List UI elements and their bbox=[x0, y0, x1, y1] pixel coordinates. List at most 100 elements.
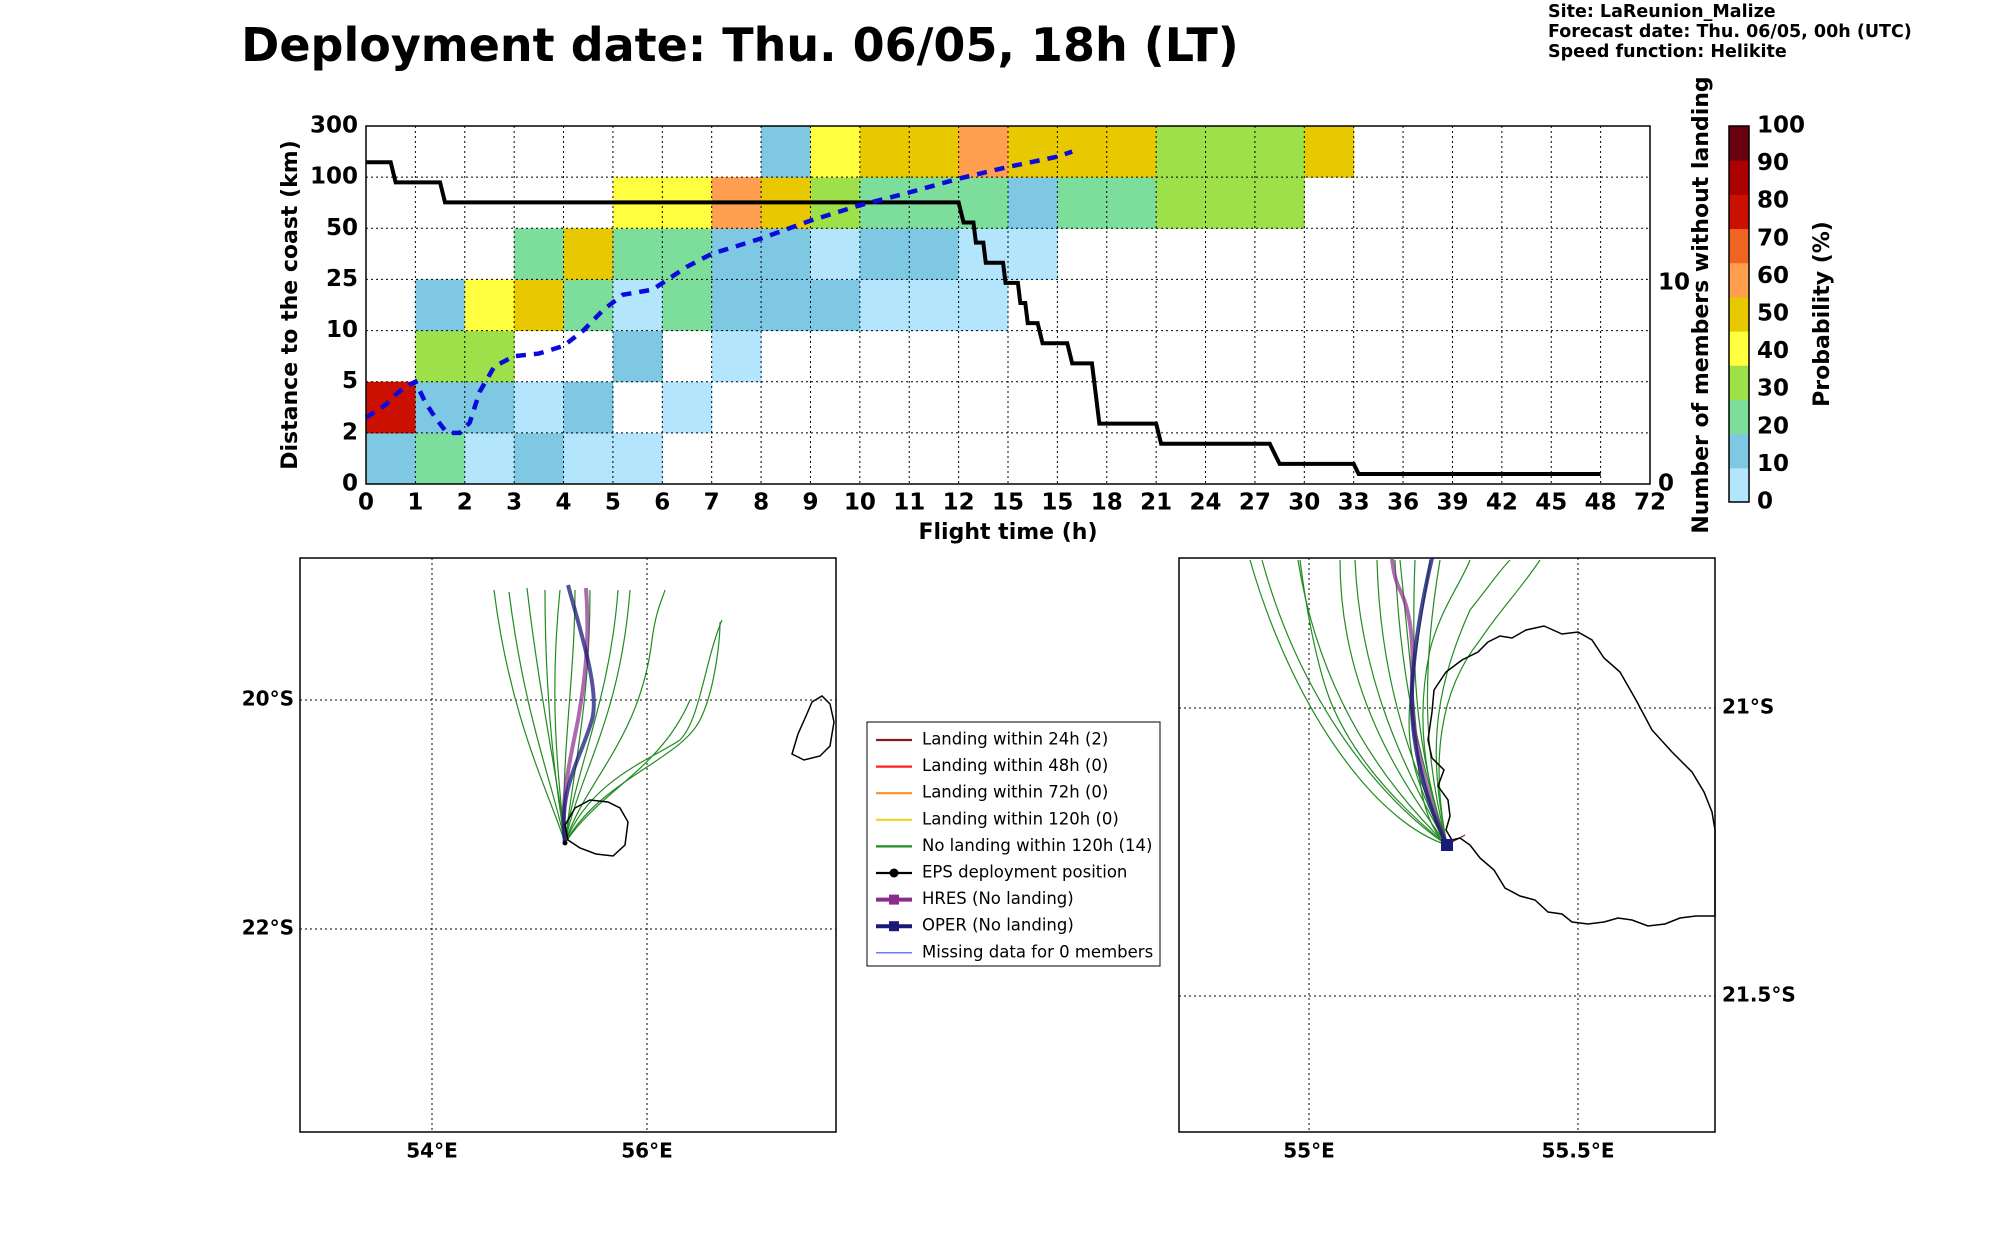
colorbar-tick-label: 60 bbox=[1757, 263, 1789, 289]
zoom-ensemble-trajectories bbox=[1249, 559, 1541, 846]
trajectory bbox=[564, 619, 723, 844]
y-axis-label: Distance to the coast (km) bbox=[278, 140, 303, 470]
heatmap-cell bbox=[563, 279, 614, 332]
heatmap-cell bbox=[1106, 177, 1157, 229]
zoom-lat-label: 21.5°S bbox=[1722, 983, 1796, 1007]
legend-label: No landing within 120h (14) bbox=[922, 836, 1152, 855]
x-tick-label: 8 bbox=[753, 490, 769, 516]
trajectory bbox=[564, 699, 691, 844]
y2-tick-label: 0 bbox=[1658, 471, 1674, 497]
y-tick-label: 10 bbox=[326, 317, 358, 343]
legend-label: Landing within 72h (0) bbox=[922, 783, 1108, 802]
oper-trajectory bbox=[561, 584, 596, 844]
heatmap-cell bbox=[1156, 177, 1207, 229]
members-without-landing-line bbox=[366, 160, 1601, 476]
heatmap-cell bbox=[810, 126, 861, 178]
x-tick-label: 0 bbox=[358, 490, 374, 516]
y-tick-label: 2 bbox=[342, 419, 358, 445]
colorbar-tick-label: 0 bbox=[1757, 489, 1773, 515]
legend-items: Landing within 24h (2) Landing within 48h… bbox=[876, 730, 1153, 961]
legend-marker bbox=[889, 921, 899, 932]
heatmap-cell bbox=[514, 432, 565, 485]
heatmap-cell bbox=[711, 279, 762, 332]
heatmap-cell bbox=[1156, 126, 1207, 178]
trajectory bbox=[1339, 559, 1448, 846]
probability-heatmap: 0 1 2 3 4 5 6 7 8 9 10 11 12 15 15 18 21 24 27 30 33 36 39 42 45… bbox=[278, 76, 1714, 545]
heatmap-cell bbox=[859, 279, 910, 332]
mauritius-coastline bbox=[791, 695, 835, 761]
colorbar-ticks: 0 10 20 30 40 50 60 70 80 90 100 bbox=[1757, 113, 1805, 515]
heatmap-cell bbox=[612, 228, 663, 280]
x-tick-label: 18 bbox=[1091, 490, 1123, 516]
colorbar-frame bbox=[1728, 125, 1750, 503]
legend-label: OPER (No landing) bbox=[922, 916, 1074, 935]
colorbar-cell bbox=[1729, 126, 1749, 161]
colorbar-cell bbox=[1729, 194, 1749, 230]
x-tick-label: 5 bbox=[605, 490, 621, 516]
heatmap-cell bbox=[1106, 126, 1157, 178]
deployment-marker bbox=[562, 840, 568, 846]
x-tick-label: 4 bbox=[556, 490, 572, 516]
x-tick-label: 21 bbox=[1140, 490, 1172, 516]
heatmap-cell bbox=[1254, 126, 1305, 178]
zoom-map: 55°E 55.5°E 21°S 21.5°S bbox=[1178, 557, 1796, 1163]
x-tick-label: 48 bbox=[1585, 490, 1617, 516]
heatmap-cell bbox=[514, 279, 565, 332]
legend-label: Landing within 24h (2) bbox=[922, 730, 1108, 749]
colorbar-tick-label: 100 bbox=[1757, 113, 1805, 139]
x-tick-label: 42 bbox=[1486, 490, 1518, 516]
heatmap-cell bbox=[958, 279, 1009, 332]
x-axis-label: Flight time (h) bbox=[918, 520, 1097, 545]
colorbar-cell bbox=[1729, 365, 1749, 400]
colorbar-tick-label: 30 bbox=[1757, 376, 1789, 402]
legend-label: Landing within 120h (0) bbox=[922, 809, 1119, 828]
x-tick-label: 11 bbox=[893, 490, 925, 516]
y2-tick-label: 10 bbox=[1658, 269, 1690, 295]
overview-lat-label: 22°S bbox=[242, 916, 294, 940]
trajectory bbox=[564, 589, 666, 844]
colorbar-cells bbox=[1729, 126, 1749, 503]
colorbar-tick-label: 10 bbox=[1757, 451, 1789, 477]
trajectory bbox=[1297, 559, 1448, 846]
heatmap-cell bbox=[1008, 228, 1058, 280]
heatmap-cell bbox=[612, 279, 663, 332]
heatmap-cell bbox=[1057, 177, 1108, 229]
heatmap-cell bbox=[415, 432, 466, 485]
x-tick-label: 33 bbox=[1338, 490, 1370, 516]
y-tick-label: 50 bbox=[326, 215, 358, 241]
deployment-title: Deployment date: Thu. 06/05, 18h (LT) bbox=[241, 18, 1239, 72]
heatmap-cell bbox=[810, 228, 861, 280]
x-tick-label: 27 bbox=[1239, 490, 1271, 516]
colorbar-tick-label: 40 bbox=[1757, 338, 1789, 364]
heatmap-cell bbox=[563, 432, 614, 485]
legend-label: EPS deployment position bbox=[922, 863, 1127, 882]
heatmap-cell bbox=[366, 381, 416, 434]
heatmap-cell bbox=[761, 279, 811, 332]
colorbar-cell bbox=[1729, 433, 1749, 469]
colorbar-cell bbox=[1729, 228, 1749, 264]
site-label: Site: LaReunion_Malize bbox=[1548, 2, 1776, 22]
x-tick-label: 3 bbox=[506, 490, 522, 516]
trajectory bbox=[544, 589, 566, 844]
legend-label: Missing data for 0 members bbox=[922, 942, 1153, 961]
heatmap-cell bbox=[662, 228, 713, 280]
x-tick-label: 39 bbox=[1436, 490, 1468, 516]
x-tick-label: 30 bbox=[1288, 490, 1320, 516]
reunion-coastline bbox=[564, 799, 629, 857]
x-tick-label: 1 bbox=[407, 490, 423, 516]
heatmap-cell bbox=[514, 228, 565, 280]
heatmap-cell bbox=[563, 228, 614, 280]
heatmap-cell bbox=[1254, 177, 1305, 229]
overview-lon-label: 56°E bbox=[621, 1139, 673, 1163]
heatmap-cell bbox=[464, 279, 515, 332]
legend-marker bbox=[889, 894, 899, 905]
y-tick-label: 300 bbox=[310, 113, 358, 139]
heatmap-lines bbox=[364, 149, 1601, 476]
trajectory bbox=[1435, 559, 1511, 846]
colorbar-tick-label: 50 bbox=[1757, 301, 1789, 327]
heatmap-cell bbox=[415, 330, 466, 383]
trajectory bbox=[1426, 559, 1448, 846]
colorbar-tick-label: 20 bbox=[1757, 413, 1789, 439]
